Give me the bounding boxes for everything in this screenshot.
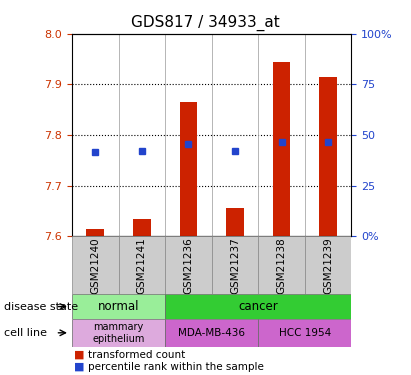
Bar [180,102,197,236]
Text: mammary
epithelium: mammary epithelium [92,322,145,344]
Text: MDA-MB-436: MDA-MB-436 [178,328,245,338]
Bar [118,236,165,294]
Bar [165,236,212,294]
Text: GSM21237: GSM21237 [230,237,240,294]
Text: cancer: cancer [238,300,278,313]
Bar [86,229,104,236]
Bar [272,62,291,236]
Bar [212,236,258,294]
Bar [258,236,305,294]
Bar [72,236,118,294]
Bar [165,294,351,319]
Text: transformed count: transformed count [88,350,186,360]
Text: normal: normal [98,300,139,313]
Bar [226,209,244,236]
Bar [72,319,165,347]
Text: percentile rank within the sample: percentile rank within the sample [88,362,264,372]
Text: HCC 1954: HCC 1954 [279,328,331,338]
Text: GSM21241: GSM21241 [137,237,147,294]
Bar [305,236,351,294]
Bar [165,319,258,347]
Text: GDS817 / 34933_at: GDS817 / 34933_at [131,15,280,31]
Text: GSM21238: GSM21238 [277,237,286,294]
Text: cell line: cell line [4,328,47,338]
Text: disease state: disease state [4,302,78,312]
Text: GSM21236: GSM21236 [183,237,193,294]
Text: GSM21239: GSM21239 [323,237,333,294]
Bar [258,319,351,347]
Text: GSM21240: GSM21240 [90,237,100,294]
Bar [133,219,151,236]
Bar [72,294,165,319]
Text: ■: ■ [74,362,85,372]
Bar [319,77,337,236]
Text: ■: ■ [74,350,85,360]
